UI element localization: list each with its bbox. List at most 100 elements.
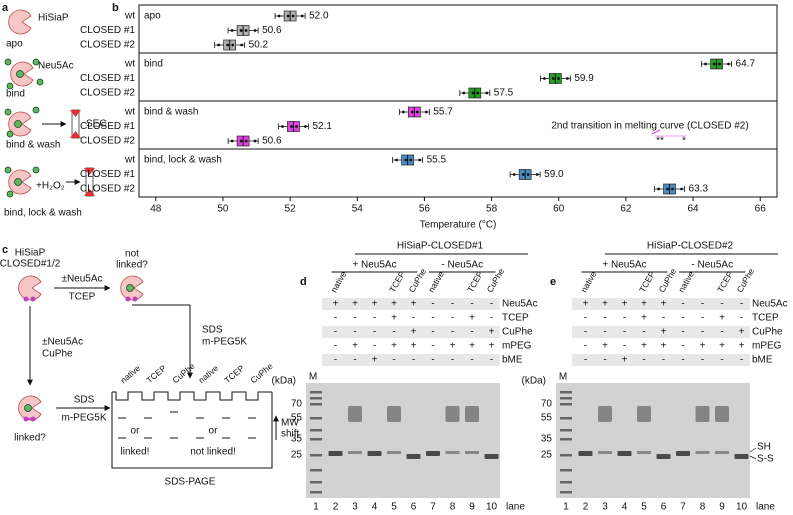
lane-header: CuPhe bbox=[657, 266, 679, 294]
replicate-dot bbox=[551, 77, 555, 80]
condition-sign: - bbox=[720, 355, 723, 366]
ladder-band bbox=[310, 481, 322, 484]
band bbox=[465, 451, 479, 454]
condition-sign: - bbox=[431, 327, 434, 338]
lane-number: 3 bbox=[602, 502, 608, 513]
condition-sign: - bbox=[681, 299, 684, 310]
condition-sign: - bbox=[334, 327, 337, 338]
band bbox=[598, 451, 612, 454]
condition-sign: - bbox=[412, 313, 415, 324]
outcome-label: linked? bbox=[14, 433, 46, 444]
ligand bbox=[4, 58, 12, 66]
replicate-dot bbox=[244, 29, 248, 32]
replicate-dot bbox=[565, 77, 569, 80]
x-tick-label: 50 bbox=[217, 204, 229, 215]
condition-sign: + bbox=[333, 299, 339, 310]
lane-header: TCEP bbox=[144, 363, 168, 385]
ladder-band bbox=[560, 438, 572, 441]
gel-title: HiSiaP-CLOSED#2 bbox=[647, 241, 734, 252]
condition-sign: + bbox=[661, 299, 667, 310]
condition-sign: - bbox=[451, 355, 454, 366]
peg-band bbox=[465, 406, 479, 422]
lane-header: TCEP bbox=[637, 269, 657, 294]
replicate-dot bbox=[286, 14, 290, 18]
replicate-dot bbox=[230, 139, 234, 143]
column-end bbox=[84, 189, 95, 196]
marker-label: M bbox=[559, 372, 567, 383]
group-label: bind bbox=[144, 59, 163, 70]
condition-sign: - bbox=[353, 327, 356, 338]
condition-sign: + bbox=[602, 299, 608, 310]
peg-band bbox=[387, 406, 401, 422]
replicate-dot bbox=[526, 173, 530, 176]
lane-number: 4 bbox=[372, 502, 378, 513]
condition-sign: + bbox=[661, 327, 667, 338]
band bbox=[484, 454, 499, 459]
replicate-dot bbox=[409, 158, 413, 162]
condition-sign: - bbox=[662, 313, 665, 324]
lane-header: TCEP bbox=[387, 269, 407, 294]
group-label: - Neu5Ac bbox=[441, 260, 483, 271]
value-label: 57.5 bbox=[494, 88, 514, 99]
replicate-dot bbox=[535, 173, 539, 176]
marker-size: 35 bbox=[291, 434, 303, 445]
ladder-band bbox=[560, 481, 572, 484]
condition-sign: - bbox=[392, 355, 395, 366]
row-label: CLOSED #2 bbox=[80, 88, 135, 99]
peg-band bbox=[445, 406, 460, 422]
value-label: 59.9 bbox=[574, 73, 594, 84]
cysteine bbox=[125, 296, 131, 302]
condition-sign: + bbox=[489, 327, 495, 338]
x-axis-label: Temperature (°C) bbox=[420, 220, 497, 231]
panel-label: c bbox=[2, 244, 8, 256]
condition-sign: + bbox=[411, 327, 417, 338]
column-end bbox=[70, 110, 81, 117]
condition-sign: + bbox=[641, 341, 647, 352]
replicate-dot bbox=[291, 14, 295, 18]
reagent-label: SDS bbox=[202, 325, 223, 336]
condition-sign: - bbox=[701, 313, 704, 324]
condition-label: Neu5Ac bbox=[752, 299, 788, 310]
line bbox=[651, 129, 661, 135]
replicate-dot bbox=[404, 158, 408, 162]
replicate-dot bbox=[462, 91, 466, 95]
x-tick-label: 66 bbox=[755, 204, 767, 215]
unit-label: (kDa) bbox=[522, 376, 546, 387]
condition-sign: - bbox=[603, 313, 606, 324]
condition-label: mPEG bbox=[502, 341, 532, 352]
condition-sign: - bbox=[623, 341, 626, 352]
ladder-band bbox=[310, 454, 322, 457]
condition-sign: - bbox=[431, 341, 434, 352]
band-label: SH bbox=[757, 442, 771, 453]
value-label: 52.1 bbox=[312, 121, 332, 132]
row-band bbox=[322, 326, 500, 338]
condition-sign: - bbox=[470, 299, 473, 310]
outcome-label: not linked! bbox=[190, 447, 236, 458]
condition-sign: - bbox=[681, 327, 684, 338]
condition-sign: - bbox=[490, 299, 493, 310]
replicate-dot bbox=[217, 43, 221, 47]
ladder-band bbox=[560, 403, 572, 406]
condition-sign: - bbox=[603, 355, 606, 366]
lane-number: 6 bbox=[411, 502, 417, 513]
condition-label: bME bbox=[752, 355, 773, 366]
condition-sign: - bbox=[584, 341, 587, 352]
peg-band bbox=[598, 406, 612, 422]
condition-sign: - bbox=[701, 355, 704, 366]
marker-label: M bbox=[309, 372, 317, 383]
replicate-dot bbox=[239, 29, 243, 32]
value-label: 52.0 bbox=[309, 11, 329, 22]
reagent-label: m-PEG5K bbox=[61, 413, 106, 424]
condition-sign: + bbox=[411, 299, 417, 310]
ladder-band bbox=[560, 429, 572, 432]
replicate-dot bbox=[239, 139, 243, 143]
lane-number: 2 bbox=[583, 502, 589, 513]
ladder-band bbox=[310, 391, 322, 394]
condition-sign: + bbox=[641, 299, 647, 310]
group-label: - Neu5Ac bbox=[691, 260, 733, 271]
condition-sign: - bbox=[373, 327, 376, 338]
value-label: 50.2 bbox=[249, 40, 269, 51]
condition-sign: - bbox=[451, 299, 454, 310]
row-label: CLOSED #1 bbox=[80, 169, 135, 180]
